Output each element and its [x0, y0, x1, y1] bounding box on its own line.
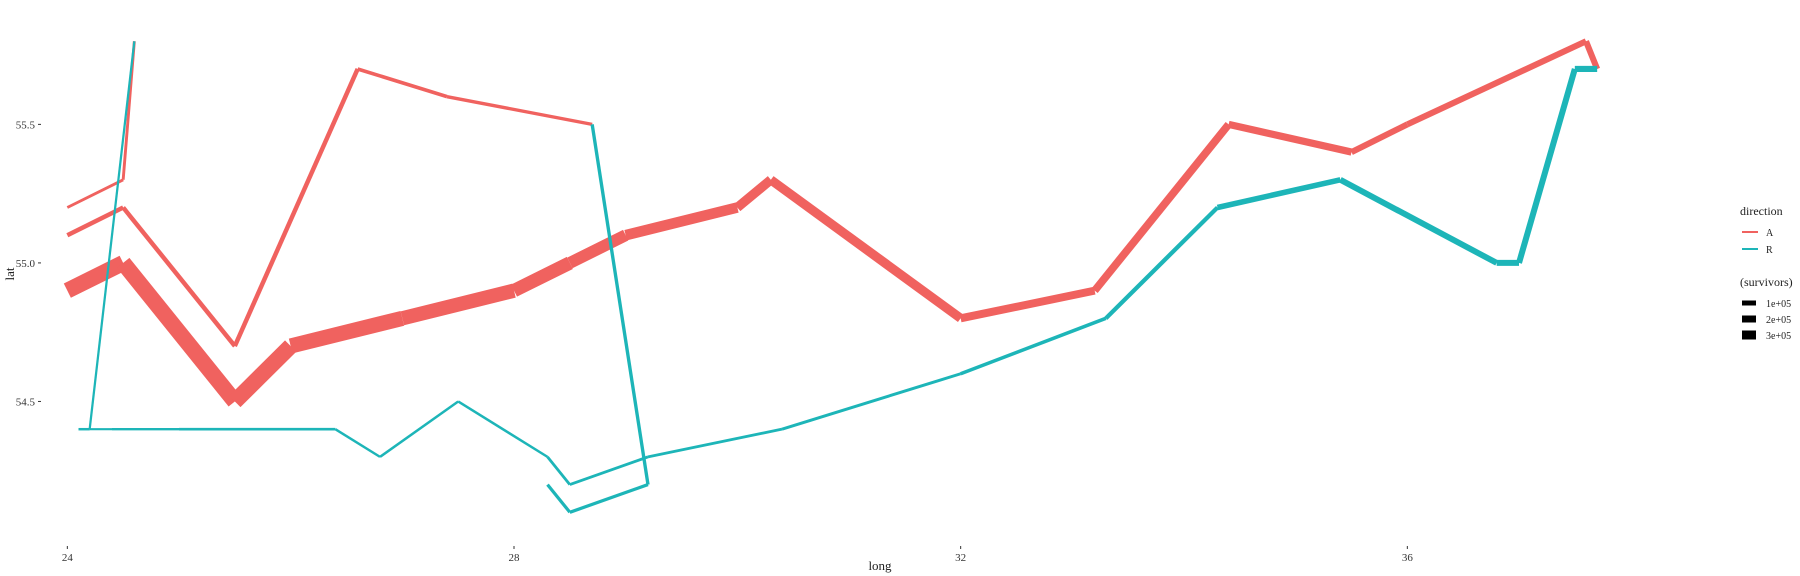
path-segment-a-0-0: [63, 255, 127, 298]
legend-direction-title: direction: [1740, 204, 1783, 218]
path-segment-a-5-0: [66, 178, 124, 209]
path-segment-a-0-12: [1227, 120, 1353, 156]
path-segment-r-1-6: [960, 316, 1107, 376]
legend-label-survivors: 1e+05: [1766, 299, 1791, 310]
path-segment-r-2-2: [334, 428, 381, 458]
x-tick-label: 28: [509, 552, 521, 564]
path-segment-r-1-9: [569, 455, 649, 486]
y-tick-label: 55.0: [16, 258, 36, 270]
legend-direction: direction AR: [1740, 204, 1783, 256]
legend-label-r: R: [1766, 245, 1773, 256]
legend-label-survivors: 3e+05: [1766, 331, 1791, 342]
path-segment-a-3-1: [121, 206, 237, 348]
path-segment-a-0-6: [567, 229, 629, 269]
path-segment-a-0-10: [959, 286, 1096, 323]
path-segment-a-3-3: [357, 67, 448, 99]
legend-survivors: (survivors) 1e+05 2e+05 3e+05: [1740, 275, 1793, 342]
x-tick-label: 32: [955, 552, 966, 564]
path-segment-r-1-1: [1516, 68, 1578, 264]
path-segment-a-3-4: [446, 95, 593, 127]
path-segment-r-1-7: [781, 372, 962, 431]
path-segment-r-1-8: [647, 427, 783, 459]
path-segment-r-2-0: [457, 400, 549, 458]
series-paths: [63, 38, 1601, 514]
y-tick-label: 55.5: [16, 119, 36, 131]
path-segment-r-6-0: [88, 41, 136, 430]
path-segment-a-0-2: [229, 340, 297, 408]
path-segment-a-0-3: [288, 310, 405, 354]
legend-key-survivors: [1742, 315, 1756, 323]
x-tick-label: 24: [62, 552, 74, 564]
path-segment-r-4-2: [546, 483, 572, 514]
x-axis-title: long: [868, 558, 892, 573]
path-segment-a-0-14: [1406, 38, 1588, 128]
legend-key-survivors: [1742, 300, 1756, 306]
path-segment-r-1-3: [1338, 177, 1499, 266]
path-segment-r-1-5: [1104, 205, 1220, 320]
y-axis: 54.5 55.0 55.5: [16, 119, 41, 408]
x-axis: 24 28 32 36: [62, 546, 1414, 564]
path-segment-a-0-7: [624, 202, 739, 241]
path-segment-a-0-15: [1583, 40, 1601, 71]
path-segment-r-4-1: [569, 483, 649, 514]
path-segment-r-2-1: [379, 400, 459, 458]
legend-key-survivors: [1742, 330, 1756, 340]
legend-label-a: A: [1766, 228, 1774, 239]
path-segment-a-0-1: [116, 257, 242, 407]
legend-label-survivors: 2e+05: [1766, 315, 1791, 326]
y-axis-title: lat: [2, 267, 17, 280]
y-tick-label: 54.5: [16, 396, 36, 408]
path-segment-a-0-4: [400, 283, 516, 326]
path-segment-a-0-11: [1091, 121, 1232, 294]
path-segment-r-4-0: [590, 124, 650, 485]
path-segment-a-3-2: [232, 68, 360, 347]
legend-survivors-title: (survivors): [1740, 275, 1793, 289]
path-segment-a-0-9: [768, 176, 964, 323]
path-segment-r-1-4: [1216, 177, 1341, 211]
x-tick-label: 36: [1402, 552, 1414, 564]
path-segment-a-0-13: [1350, 121, 1409, 155]
path-segment-a-0-8: [734, 176, 774, 212]
path-segment-r-1-10: [546, 455, 571, 486]
path-segment-a-0-5: [510, 256, 573, 297]
